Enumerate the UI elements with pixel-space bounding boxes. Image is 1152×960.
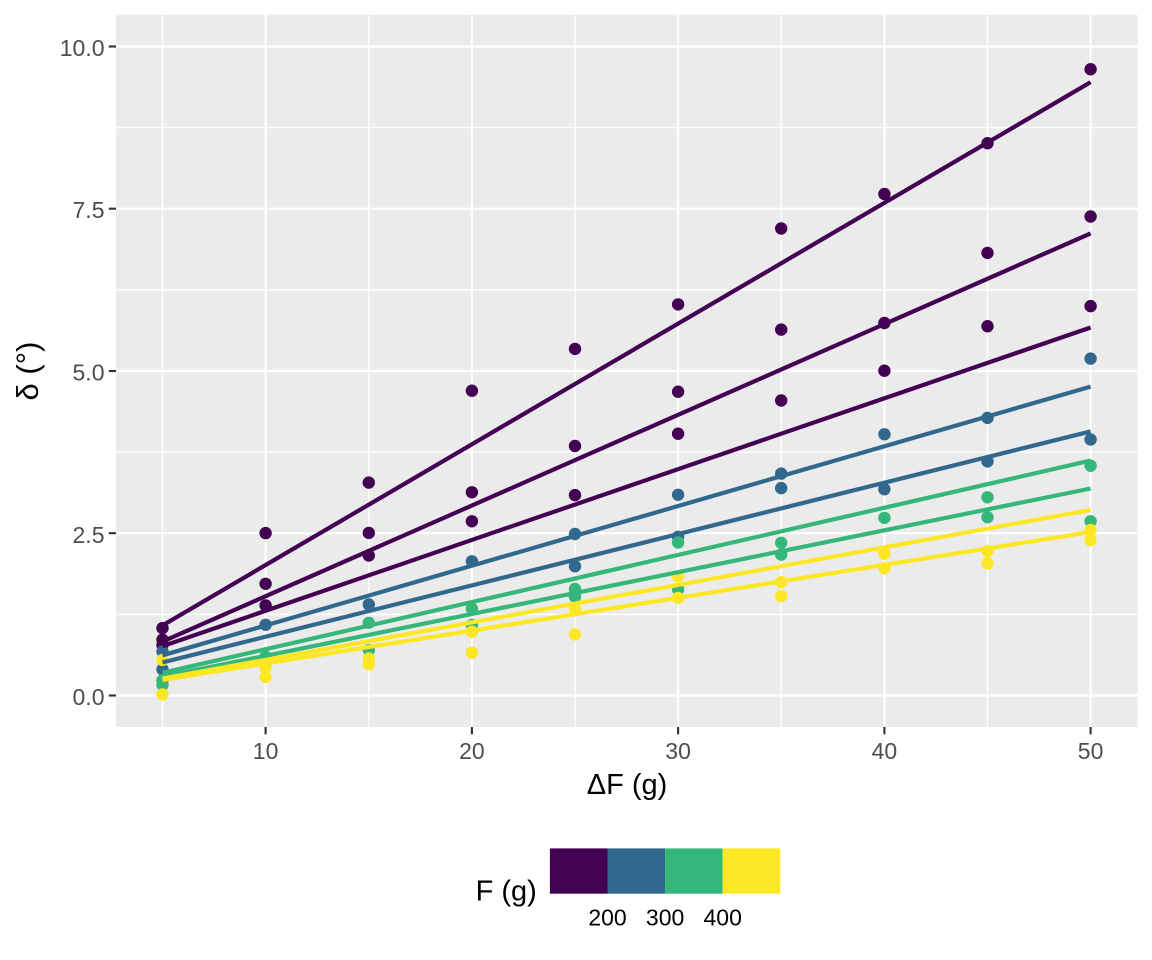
svg-text:10.0: 10.0 (60, 35, 105, 61)
svg-text:50: 50 (1078, 738, 1104, 764)
svg-text:F (g): F (g) (476, 876, 537, 908)
svg-text:7.5: 7.5 (73, 197, 105, 223)
svg-text:30: 30 (665, 738, 691, 764)
svg-text:300: 300 (646, 904, 684, 930)
svg-text:ΔF (g): ΔF (g) (587, 769, 668, 801)
svg-text:5.0: 5.0 (73, 360, 105, 386)
svg-text:40: 40 (872, 738, 898, 764)
svg-text:20: 20 (459, 738, 485, 764)
svg-text:δ (°): δ (°) (10, 342, 45, 401)
svg-text:10: 10 (253, 738, 279, 764)
svg-text:0.0: 0.0 (73, 684, 105, 710)
svg-text:2.5: 2.5 (73, 522, 105, 548)
svg-text:400: 400 (704, 904, 742, 930)
svg-text:200: 200 (588, 904, 626, 930)
